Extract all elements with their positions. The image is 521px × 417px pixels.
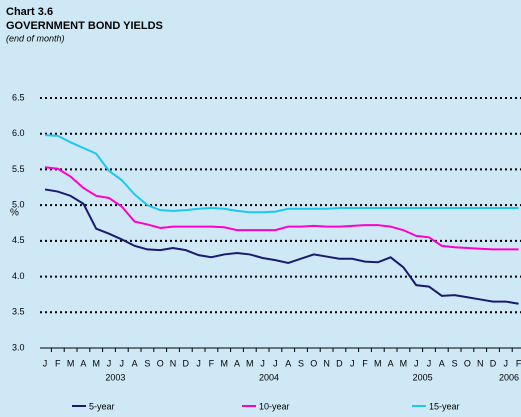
series-line [44,188,519,305]
x-tick-label: J [273,358,278,368]
y-tick-label: 3.0 [12,342,25,352]
x-tick-label: J [196,358,201,368]
year-label: 2005 [413,372,433,382]
y-tick-label: 6.5 [12,92,25,102]
legend-label: 5-year [89,401,115,411]
x-tick-label: N [477,358,484,368]
series-line [44,166,519,251]
chart-subtitle: GOVERNMENT BOND YIELDS [6,20,163,32]
x-tick-label: J [414,358,419,368]
series-line [44,134,519,214]
x-tick-label: O [310,358,317,368]
x-tick-label: A [234,358,240,368]
x-tick-label: A [132,358,138,368]
x-tick-label: F [362,358,368,368]
x-tick-label: F [55,358,61,368]
x-tick-label: F [209,358,215,368]
y-tick-label: 5.0 [12,200,25,210]
x-tick-label: S [452,358,458,368]
y-axis-label: % [10,208,19,219]
x-tick-label: M [67,358,75,368]
x-tick-label: A [388,358,394,368]
x-tick-label: N [323,358,330,368]
y-tick-label: 5.5 [12,164,25,174]
year-label: 2003 [105,372,125,382]
x-tick-label: J [427,358,432,368]
legend-label: 10-year [259,401,290,411]
x-tick-label: D [336,358,343,368]
x-tick-label: D [183,358,190,368]
x-tick-label: J [260,358,265,368]
x-tick-label: D [490,358,497,368]
year-label: 2006 [499,372,519,382]
x-tick-label: O [464,358,471,368]
x-tick-label: A [80,358,86,368]
x-tick-label: A [439,358,445,368]
x-tick-label: S [298,358,304,368]
x-tick-label: J [504,358,509,368]
x-tick-label: M [92,358,100,368]
x-tick-label: O [157,358,164,368]
x-tick-label: J [107,358,112,368]
x-tick-label: M [400,358,408,368]
y-tick-label: 6.0 [12,128,25,138]
x-tick-label: J [120,358,125,368]
legend-label: 15-year [429,401,460,411]
y-tick-label: 3.5 [12,307,25,317]
x-tick-label: M [246,358,254,368]
x-tick-label: M [374,358,382,368]
y-tick-label: 4.0 [12,271,25,281]
y-tick-label: 4.5 [12,235,25,245]
x-tick-label: S [144,358,150,368]
x-tick-label: F [516,358,521,368]
x-tick-label: A [285,358,291,368]
chart-title: Chart 3.6 [6,6,53,18]
x-tick-label: J [43,358,48,368]
x-tick-label: J [350,358,355,368]
x-tick-label: N [170,358,177,368]
x-tick-label: M [220,358,228,368]
chart-note: (end of month) [6,33,65,43]
year-label: 2004 [259,372,279,382]
